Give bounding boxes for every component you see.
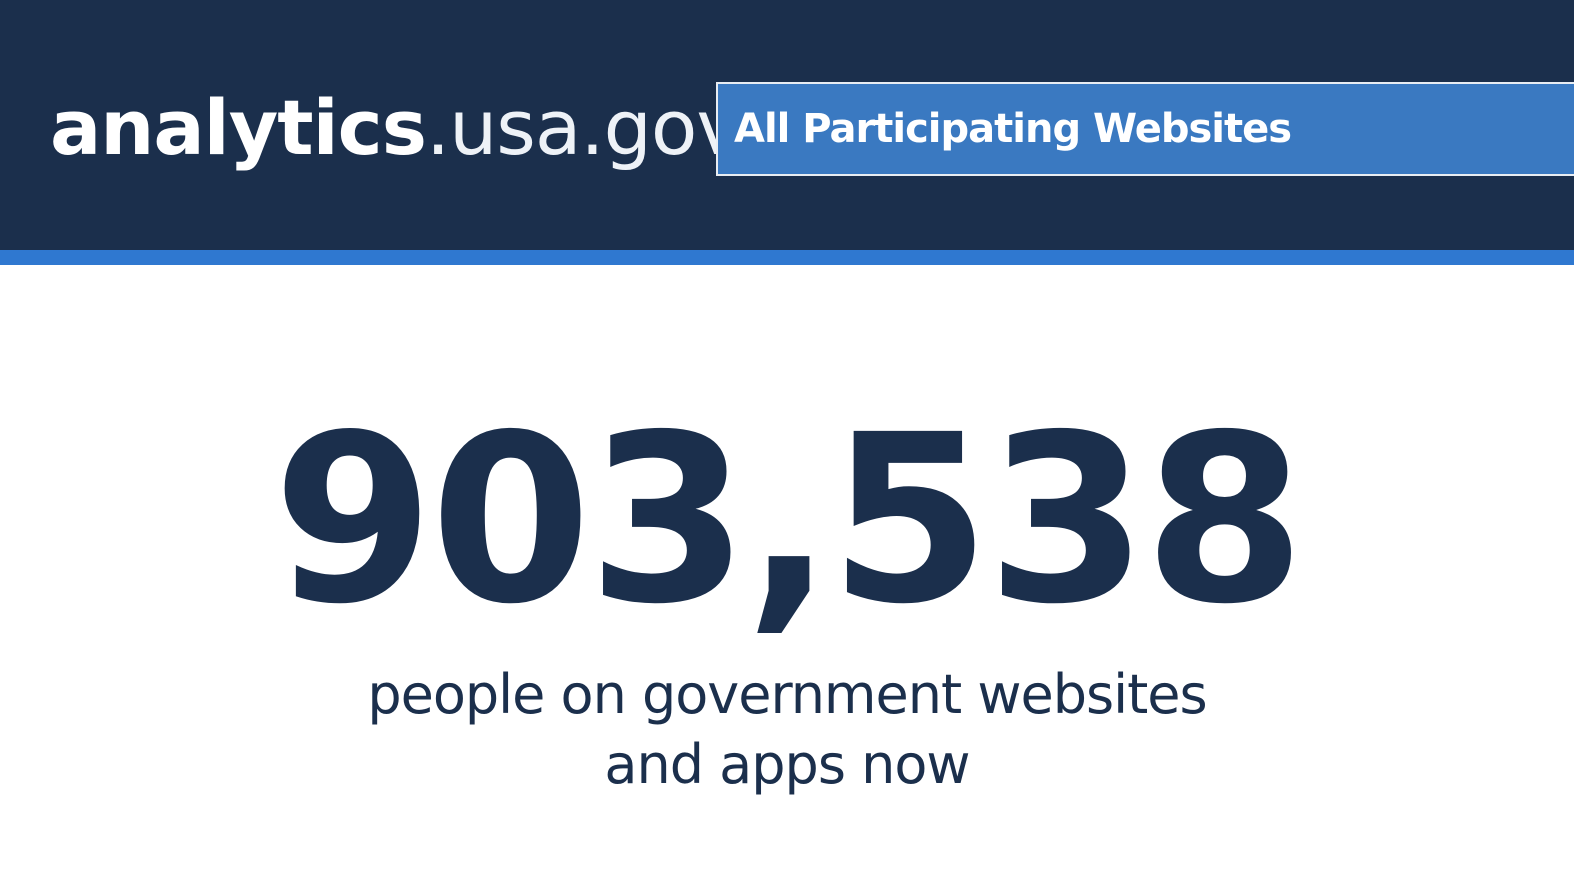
realtime-visitor-count: 903,538: [272, 385, 1306, 655]
logo-text-light: .usa.gov: [425, 83, 741, 172]
realtime-caption: people on government websites and apps n…: [367, 663, 1207, 796]
agency-select-value: All Participating Websites: [734, 106, 1292, 152]
site-header: analytics.usa.gov All Participating Webs…: [0, 0, 1574, 250]
agency-select[interactable]: All Participating Websites: [716, 82, 1574, 176]
logo-text-strong: analytics: [50, 83, 427, 172]
realtime-section: 903,538 people on government websites an…: [0, 400, 1574, 800]
site-logo[interactable]: analytics.usa.gov: [50, 78, 741, 178]
header-accent-stripe: [0, 250, 1574, 265]
